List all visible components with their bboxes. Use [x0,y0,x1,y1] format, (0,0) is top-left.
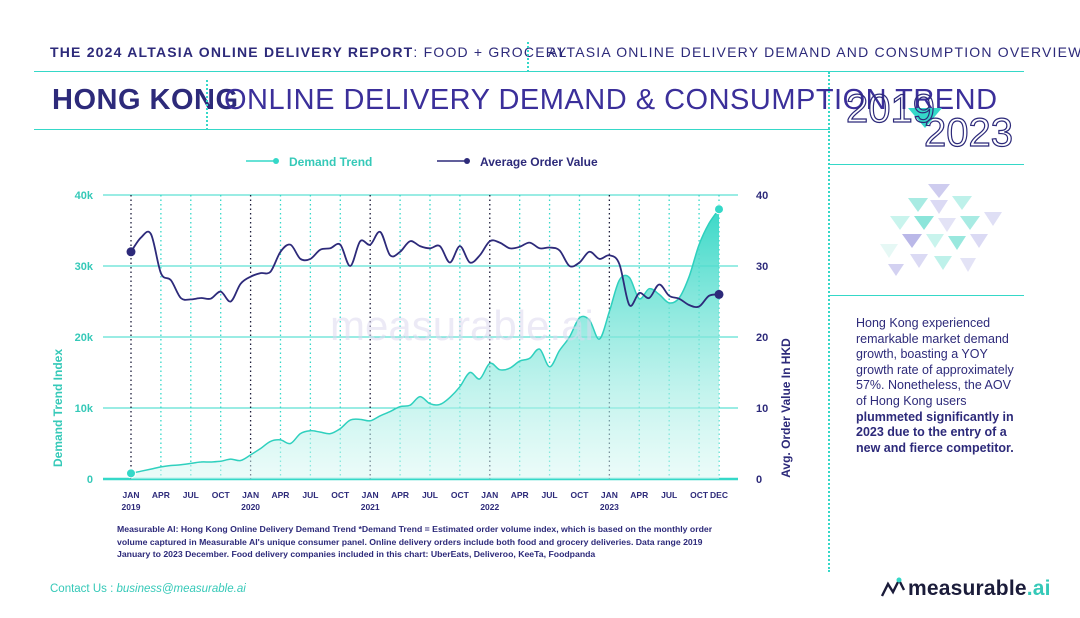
x-year-label: 2020 [241,502,260,512]
left-tick-label: 30k [75,261,94,273]
x-tick-label: APR [630,490,648,500]
x-tick-label: DEC [710,490,728,500]
year-range-badge: 2019 2023 [846,86,1014,155]
x-year-label: 2021 [361,502,380,512]
x-tick-label: OCT [570,490,589,500]
watermark: measurable.ai [330,302,594,349]
x-tick-label: JAN [122,490,139,500]
x-year-label: 2023 [600,502,619,512]
brand-logo-icon [880,577,906,597]
panel-rule-1 [830,164,1024,165]
x-tick-label: JAN [481,490,498,500]
right-tick-label: 40 [756,190,768,202]
x-tick-label: OCT [690,490,709,500]
title-divider [206,80,208,130]
year-start: 2019 [846,87,935,131]
right-tick-label: 0 [756,474,762,486]
left-tick-label: 40k [75,190,94,202]
footnote: Measurable AI: Hong Kong Online Delivery… [117,524,713,559]
x-tick-label: APR [152,490,170,500]
demand-aov-chart: measurable.ai 0 10k 20k 30k 40k 0 10 20 30 40 JAN A… [51,155,793,512]
right-tick-label: 30 [756,261,768,273]
demand-start-point [126,468,136,479]
x-tick-label: APR [391,490,409,500]
x-year-label: 2022 [480,502,499,512]
legend-demand-label: Demand Trend [289,155,372,169]
x-tick-label: OCT [212,490,231,500]
x-tick-label: JUL [422,490,438,500]
x-tick-label: JAN [362,490,379,500]
x-tick-label: JUL [302,490,318,500]
left-axis-label: Demand Trend Index [51,349,65,467]
x-tick-label: APR [511,490,529,500]
region-title: HONG KONG [52,84,239,116]
panel-rule-2 [830,295,1024,296]
left-tick-label: 20k [75,332,94,344]
left-tick-label: 10k [75,403,94,415]
right-axis-label: Avg. Order Value In HKD [779,338,793,478]
x-tick-label: JAN [242,490,259,500]
x-tick-label: APR [272,490,290,500]
x-tick-label: JUL [542,490,558,500]
demand-trend-area [131,209,719,479]
panel-divider [828,72,830,572]
year-end: 2023 [924,111,1013,155]
badge-triangle-icon [908,108,942,128]
x-tick-label: JUL [661,490,677,500]
right-tick-label: 20 [756,332,768,344]
title-rule [34,129,830,130]
report-title: THE 2024 ALTASIA ONLINE DELIVERY REPORT:… [50,44,568,60]
x-year-label: 2019 [122,502,141,512]
contact: Contact Us : business@measurable.ai [50,583,246,595]
header-rule [34,71,1024,72]
chart-heading: ONLINE DELIVERY DEMAND & CONSUMPTION TRE… [224,84,998,116]
x-tick-label: OCT [331,490,350,500]
demand-trend-line [130,208,720,475]
x-tick-label: JUL [183,490,199,500]
hong-kong-map-icon [880,184,1002,276]
header-divider [527,42,529,72]
aov-start-point [126,247,136,257]
x-tick-label: JAN [601,490,618,500]
right-tick-label: 10 [756,403,768,415]
contact-email[interactable]: business@measurable.ai [116,583,246,595]
x-tick-label: OCT [451,490,470,500]
section-title: ALTASIA ONLINE DELIVERY DEMAND AND CONSU… [548,44,1080,60]
summary-text: Hong Kong experienced remarkable market … [856,316,1014,455]
brand-name: measurable.ai [908,577,1051,600]
aov-line [130,230,720,308]
left-tick-label: 0 [87,474,93,486]
demand-end-point [714,204,724,215]
legend-aov-label: Average Order Value [480,155,598,169]
aov-end-point [714,289,724,299]
